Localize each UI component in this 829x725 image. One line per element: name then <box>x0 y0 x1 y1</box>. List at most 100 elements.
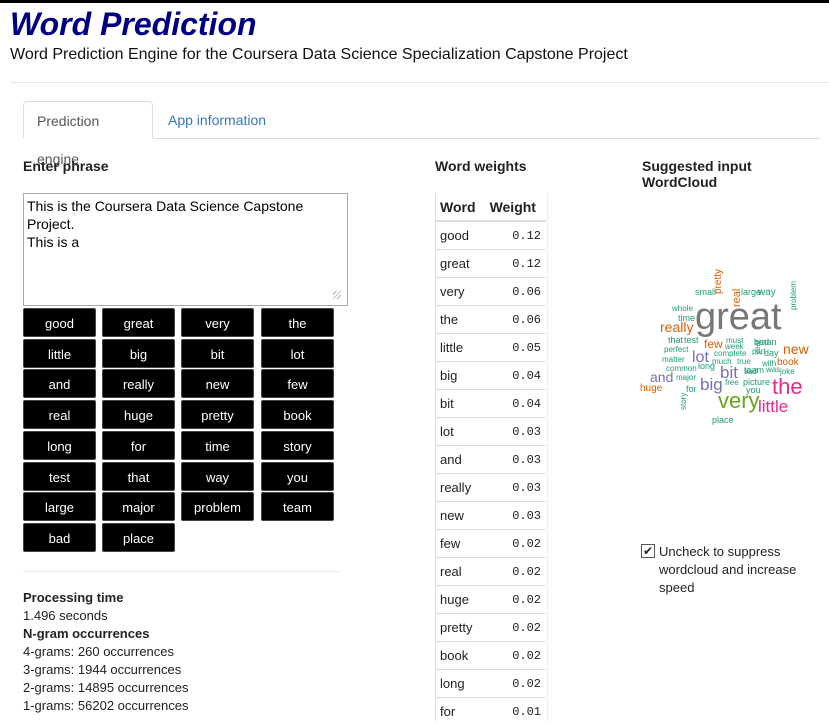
suggestion-button[interactable]: test <box>23 462 96 491</box>
weight-cell: 0.03 <box>485 418 546 446</box>
checkmark-icon: ✔ <box>643 544 653 558</box>
suggestion-button[interactable]: great <box>102 308 175 337</box>
wordcloud-word: that <box>668 336 683 345</box>
word-cell: really <box>435 474 485 502</box>
weight-cell: 0.05 <box>485 334 546 362</box>
wordcloud-label: Suggested input WordCloud <box>642 158 829 190</box>
suggestion-button[interactable]: lot <box>261 339 334 368</box>
tab-bar: Prediction engine App information <box>23 101 820 139</box>
ngram-line-3: 3-grams: 1944 occurrences <box>23 661 188 679</box>
suggestion-button[interactable]: very <box>181 308 254 337</box>
weight-cell: 0.02 <box>485 670 546 698</box>
wordcloud-word: whole <box>672 305 693 313</box>
weight-cell: 0.02 <box>485 614 546 642</box>
wordcloud-word: place <box>712 416 734 425</box>
enter-phrase-label: Enter phrase <box>23 158 109 174</box>
word-cell: new <box>435 502 485 530</box>
weight-cell: 0.04 <box>485 390 546 418</box>
suggestion-button[interactable]: major <box>102 492 175 521</box>
suggestion-button[interactable]: long <box>23 431 96 460</box>
word-cell: and <box>435 446 485 474</box>
word-cell: book <box>435 642 485 670</box>
word-cell: little <box>435 334 485 362</box>
weight-cell: 0.06 <box>485 306 546 334</box>
suggestion-button[interactable]: for <box>102 431 175 460</box>
word-cell: great <box>435 250 485 278</box>
ngram-line-2: 2-grams: 14895 occurrences <box>23 679 188 697</box>
phrase-input[interactable]: This is the Coursera Data Science Capsto… <box>23 193 348 306</box>
wordcloud-word: test <box>684 336 699 345</box>
word-cell: lot <box>435 418 485 446</box>
app-title: Word Prediction <box>10 6 257 43</box>
tab-app-information[interactable]: App information <box>155 101 279 137</box>
word-cell: few <box>435 530 485 558</box>
suggestion-button[interactable]: large <box>23 492 96 521</box>
wordcloud-word: was <box>766 366 780 374</box>
word-cell: huge <box>435 586 485 614</box>
suggestion-button[interactable]: way <box>181 462 254 491</box>
tab-prediction-engine[interactable]: Prediction engine <box>23 101 153 139</box>
suggestion-button[interactable]: good <box>23 308 96 337</box>
suggestion-button[interactable]: bit <box>181 339 254 368</box>
top-border <box>0 0 829 3</box>
suggestion-button[interactable]: problem <box>181 492 254 521</box>
processing-time-value: 1.496 seconds <box>23 607 188 625</box>
suggestion-button[interactable]: little <box>23 339 96 368</box>
suggestion-button[interactable]: story <box>261 431 334 460</box>
weight-cell: 0.03 <box>485 502 546 530</box>
wordcloud-word: time <box>678 314 695 323</box>
suggestion-button[interactable]: bad <box>23 523 96 552</box>
word-cell: pretty <box>435 614 485 642</box>
wordcloud-checkbox[interactable]: ✔ <box>641 544 655 558</box>
wordcloud-word: joke <box>780 368 795 376</box>
header-divider <box>10 82 829 83</box>
word-cell: long <box>435 670 485 698</box>
stats-panel: Processing time 1.496 seconds N-gram occ… <box>23 589 188 715</box>
wordcloud-word: major <box>676 374 696 382</box>
wordcloud-word: story <box>680 393 688 410</box>
wordcloud-word: little <box>758 398 788 415</box>
suggestion-button[interactable]: new <box>181 369 254 398</box>
suggestion-button[interactable]: real <box>23 400 96 429</box>
word-cell: very <box>435 278 485 306</box>
wordcloud-word: day <box>764 349 779 358</box>
suggestion-button[interactable]: team <box>261 492 334 521</box>
suggestion-button[interactable]: huge <box>102 400 175 429</box>
app-subtitle: Word Prediction Engine for the Coursera … <box>10 46 628 64</box>
suggestion-button[interactable]: you <box>261 462 334 491</box>
wordcloud-word: you <box>746 386 761 395</box>
resize-handle-icon[interactable] <box>333 291 341 299</box>
suggestion-button[interactable]: place <box>102 523 175 552</box>
word-weights-label: Word weights <box>435 158 527 174</box>
wordcloud-word: problem <box>790 281 798 310</box>
suggestion-button[interactable]: the <box>261 308 334 337</box>
suggestion-button[interactable]: few <box>261 369 334 398</box>
suggestion-button[interactable]: and <box>23 369 96 398</box>
weight-cell: 0.03 <box>485 474 546 502</box>
suggestion-button[interactable]: big <box>102 339 175 368</box>
word-cell: good <box>435 221 485 250</box>
suggestion-button[interactable]: book <box>261 400 334 429</box>
word-cell: real <box>435 558 485 586</box>
word-cell: big <box>435 362 485 390</box>
header-weight: Weight <box>485 193 546 221</box>
suggestion-button[interactable]: time <box>181 431 254 460</box>
stats-divider <box>23 571 339 572</box>
weight-cell: 0.02 <box>485 558 546 586</box>
wordcloud-word: complete <box>714 350 746 358</box>
suggestion-button[interactable]: pretty <box>181 400 254 429</box>
suggestion-button[interactable]: that <box>102 462 175 491</box>
suggestion-button[interactable]: really <box>102 369 175 398</box>
wordcloud-word: small <box>695 288 716 297</box>
